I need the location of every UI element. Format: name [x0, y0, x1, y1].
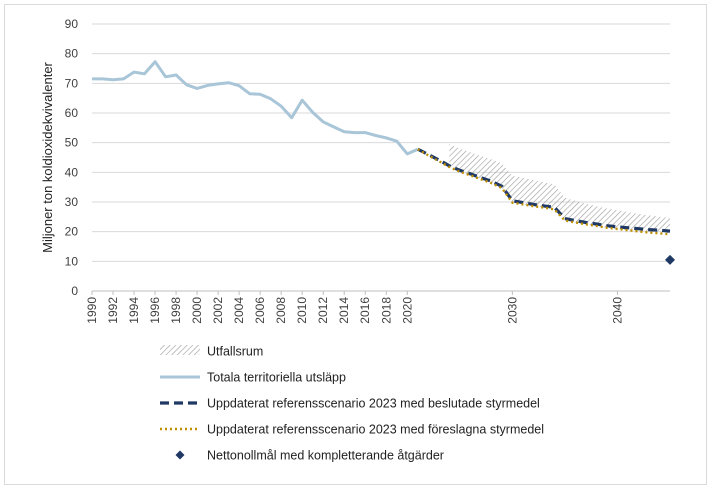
legend-label: Uppdaterat referensscenario 2023 med för…	[207, 423, 544, 437]
series-group	[92, 60, 671, 236]
y-tick-label: 60	[65, 106, 79, 120]
y-tick-label: 10	[65, 254, 79, 268]
range-area	[449, 144, 670, 235]
y-tick-label: 40	[65, 165, 79, 179]
x-tick-label: 2020	[400, 297, 414, 324]
x-tick-label: 2018	[379, 297, 393, 324]
y-tick-label: 20	[65, 225, 79, 239]
historic-emissions-line	[92, 60, 419, 156]
x-axis-ticks: 1990 1992 1994 1996 1998 2000 2002 2004 2006 2008…	[85, 291, 624, 324]
x-tick-label: 2002	[211, 297, 225, 324]
x-tick-label: 2014	[337, 297, 351, 324]
net-zero-marker	[665, 254, 675, 265]
y-axis-ticks: 0 10 20 30 40 50 60 70 80 90	[65, 17, 79, 298]
x-tick-label: 2016	[358, 297, 372, 324]
x-tick-label: 1998	[169, 297, 183, 324]
y-tick-label: 30	[65, 195, 79, 209]
legend-swatch-range	[160, 345, 200, 355]
x-tick-label: 1994	[127, 297, 141, 324]
legend-swatch-point	[175, 450, 185, 460]
x-tick-label: 2006	[253, 297, 267, 324]
legend-label: Nettonollmål med kompletterande åtgärder	[207, 449, 444, 463]
y-tick-label: 70	[65, 76, 79, 90]
y-tick-label: 50	[65, 136, 79, 150]
y-tick-label: 90	[65, 17, 79, 31]
x-tick-label: 2000	[190, 297, 204, 324]
x-tick-label: 2030	[505, 297, 519, 324]
reference-decided-line	[417, 147, 671, 233]
x-tick-label: 2004	[232, 297, 246, 324]
points-group	[665, 254, 675, 265]
legend-label: Uppdaterat referensscenario 2023 med bes…	[207, 397, 540, 411]
chart-frame	[4, 4, 707, 485]
y-tick-label: 0	[71, 284, 78, 298]
legend: Utfallsrum Totala territoriella utsläpp Up…	[160, 345, 544, 463]
y-axis-label: Miljoner ton koldioxidekvivalenter	[40, 61, 55, 252]
x-tick-label: 1990	[85, 297, 99, 324]
x-tick-label: 2008	[274, 297, 288, 324]
x-tick-label: 2010	[295, 297, 309, 324]
y-tick-label: 80	[65, 47, 79, 61]
x-tick-label: 2012	[316, 297, 330, 324]
x-tick-label: 2040	[610, 297, 624, 324]
legend-label: Utfallsrum	[207, 345, 263, 359]
x-tick-label: 1996	[148, 297, 162, 324]
grid-lines	[92, 23, 670, 262]
legend-label: Totala territoriella utsläpp	[207, 371, 346, 385]
x-tick-label: 1992	[106, 297, 120, 324]
